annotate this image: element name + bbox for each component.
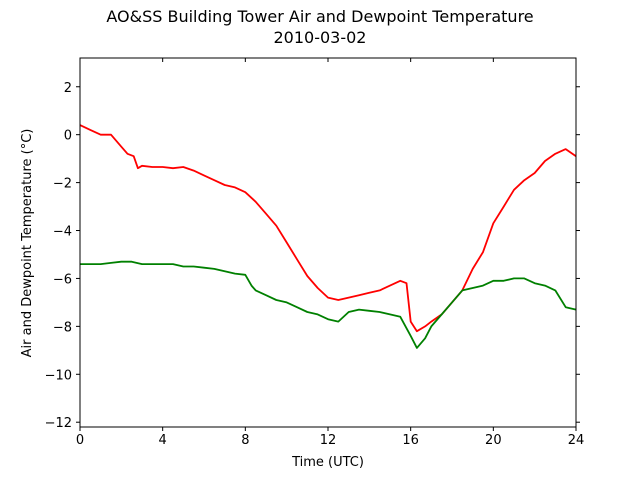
series-lines [79,124,577,349]
x-axis-label: Time (UTC) [291,455,364,470]
y-axis-ticks: 2 0 −2 −4 −6 −8 −10 −12 [45,81,580,431]
y-tick-label: −12 [45,416,72,431]
air-temperature-line [79,124,577,333]
x-tick-label: 24 [568,433,585,448]
y-tick-label: −4 [53,225,72,240]
x-tick-label: 4 [159,433,167,448]
x-tick-label: 20 [485,433,502,448]
y-tick-label: −8 [53,320,72,335]
x-tick-label: 12 [320,433,337,448]
dewpoint-temperature-line [80,260,577,349]
chart-title: AO&SS Building Tower Air and Dewpoint Te… [106,7,534,26]
y-tick-label: 2 [64,81,72,96]
x-tick-label: 16 [402,433,419,448]
y-tick-label: 0 [64,129,72,144]
x-tick-label: 0 [76,433,84,448]
plot-frame [79,57,577,428]
y-tick-label: −10 [45,368,72,383]
y-tick-label: −6 [53,272,72,287]
x-axis-ticks: 0 4 8 12 16 20 24 [76,58,584,448]
chart-subtitle: 2010-03-02 [273,28,367,47]
y-tick-label: −2 [53,177,72,192]
x-tick-label: 8 [241,433,249,448]
y-axis-label: Air and Dewpoint Temperature (°C) [20,129,35,358]
